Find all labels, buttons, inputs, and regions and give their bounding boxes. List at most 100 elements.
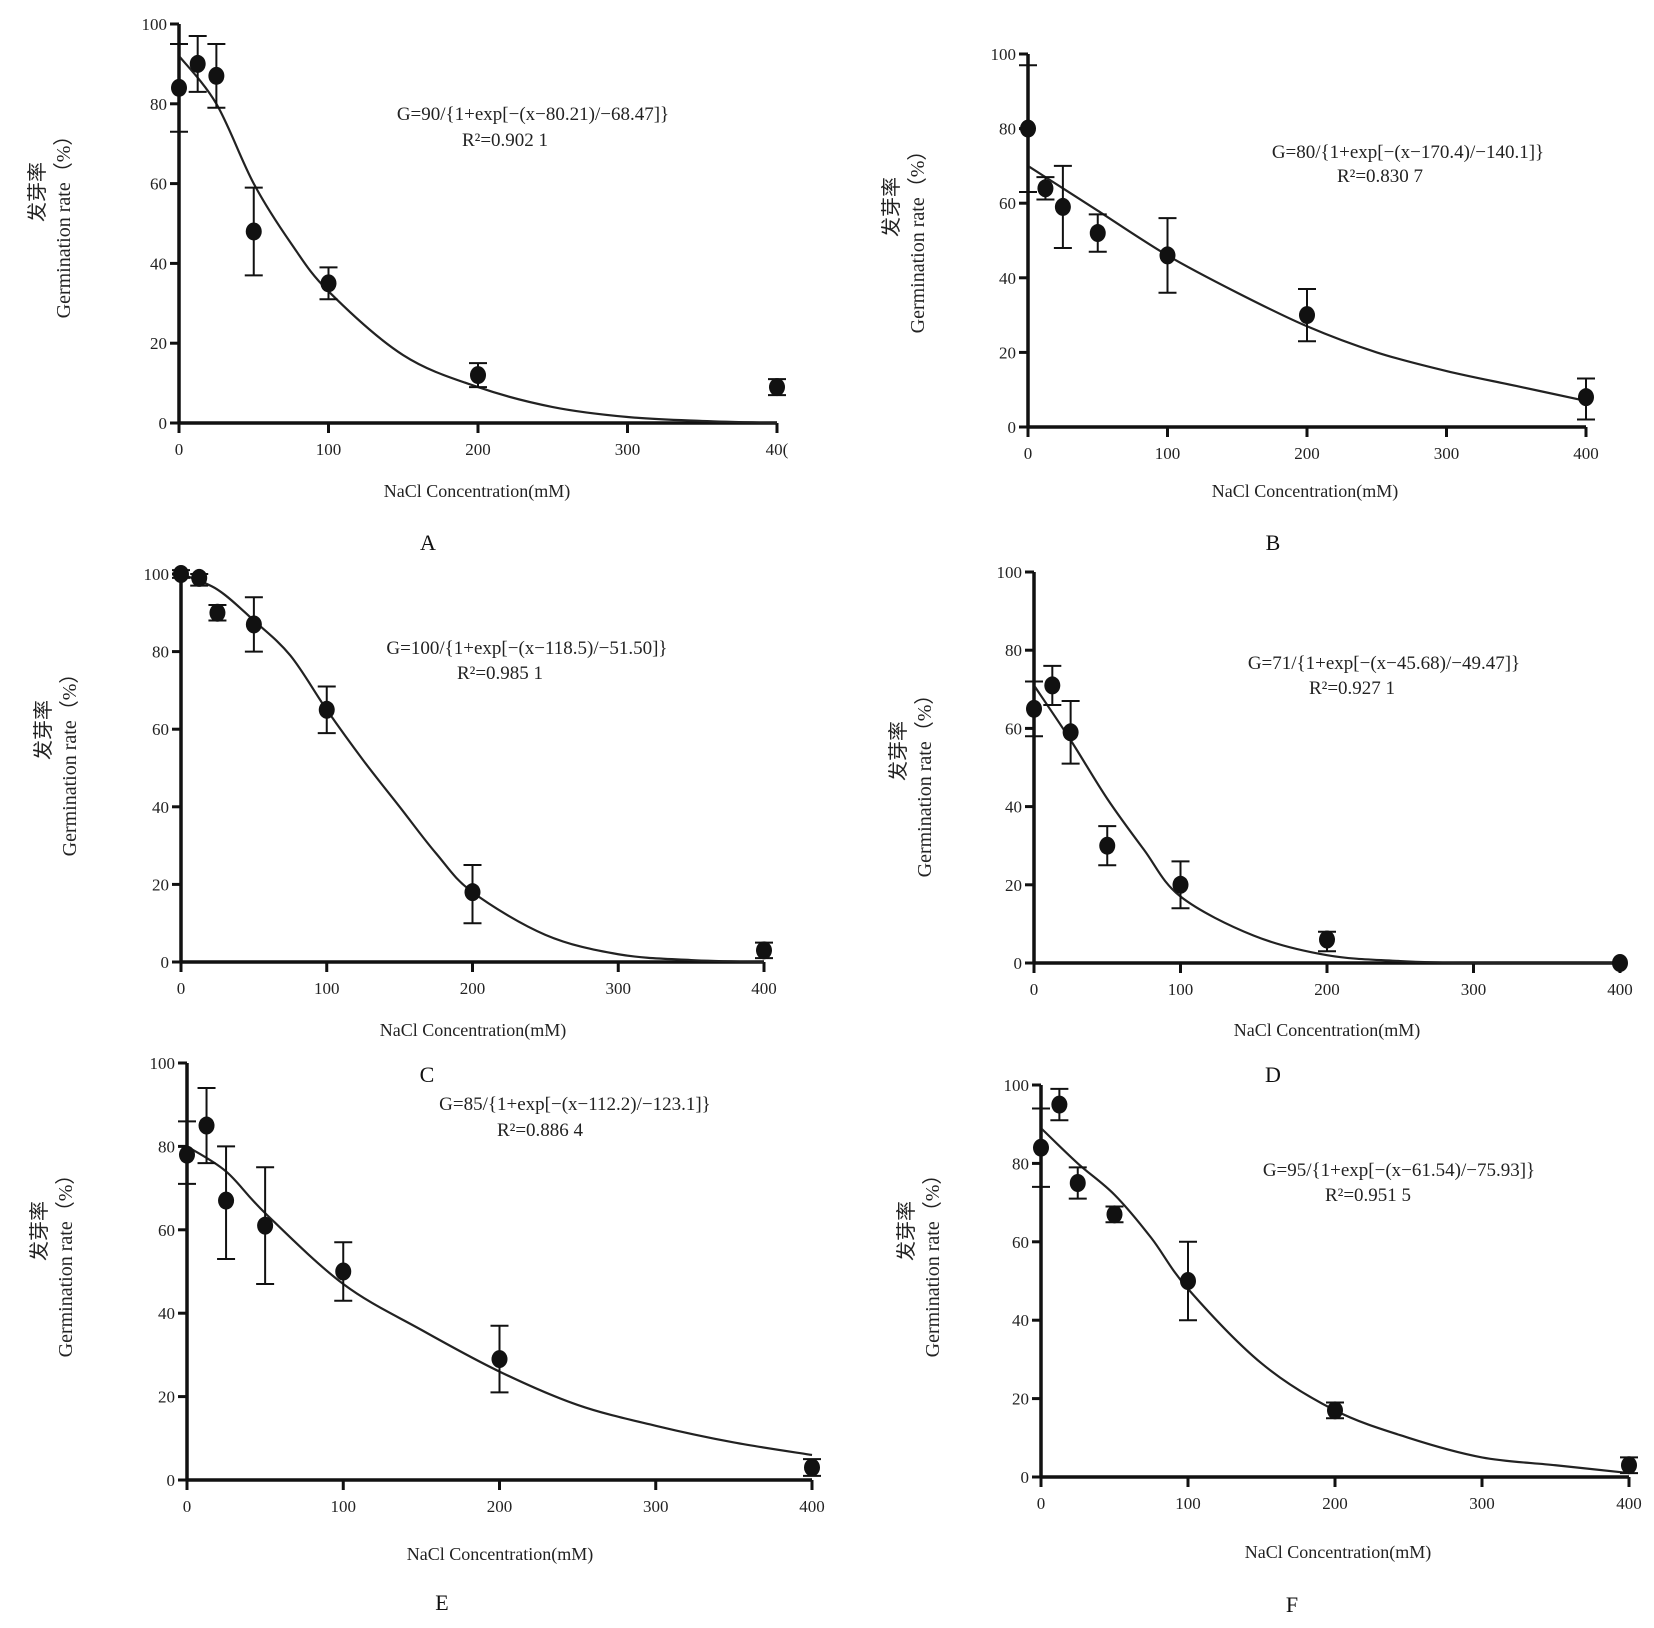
data-point [1051, 1095, 1068, 1114]
data-point [218, 1191, 235, 1210]
data-point [1020, 119, 1036, 138]
y-tick-label: 40 [1005, 798, 1022, 817]
x-tick-label: 300 [643, 1497, 669, 1516]
y-tick-label: 40 [999, 269, 1016, 288]
panel-label: B [1266, 530, 1281, 555]
data-point [318, 700, 335, 719]
x-tick-label: 0 [175, 440, 184, 459]
panel-a: 0 20 40 60 80 100 0 100 200 300 40(G=90/{1+exp[−(x… [26, 15, 789, 555]
x-tick-label: 0 [1037, 1494, 1046, 1513]
data-point [1612, 954, 1628, 972]
x-tick-label: 300 [615, 440, 641, 459]
y-tick-label: 80 [150, 95, 167, 114]
y-axis-title-en: Germination rate（%） [906, 141, 929, 334]
y-tick-label: 60 [1005, 719, 1022, 738]
y-axis-title-en: Germination rate（%） [913, 685, 936, 878]
data-point [1180, 1272, 1196, 1290]
fit-equation: G=90/{1+exp[−(x−80.21)/−68.47]} [397, 104, 669, 125]
data-point [1026, 699, 1042, 718]
y-tick-label: 80 [152, 643, 169, 662]
y-axis-title-en: Germination rate（%） [58, 664, 81, 857]
fit-curve [178, 55, 778, 425]
x-tick-label: 100 [314, 979, 340, 998]
x-tick-label: 100 [1168, 980, 1194, 999]
y-tick-label: 80 [1005, 641, 1022, 660]
x-axis-title: NaCl Concentration(mM) [1245, 1542, 1431, 1563]
data-point [804, 1458, 820, 1477]
data-point [756, 941, 772, 960]
y-tick-label: 0 [1021, 1468, 1030, 1487]
x-tick-label: 100 [1155, 444, 1181, 463]
fit-equation: G=71/{1+exp[−(x−45.68)/−49.47]} [1248, 653, 1520, 674]
y-tick-label: 100 [142, 15, 168, 34]
x-tick-label: 0 [177, 979, 186, 998]
y-tick-label: 60 [150, 175, 167, 194]
x-tick-label: 300 [1461, 980, 1487, 999]
data-point [1069, 1174, 1086, 1192]
data-point [191, 568, 208, 587]
y-axis-title-zh: 发芽率 [880, 177, 903, 237]
x-tick-label: 400 [1607, 980, 1633, 999]
x-tick-label: 100 [331, 1497, 357, 1516]
fit-equation: G=100/{1+exp[−(x−118.5)/−51.50]} [386, 638, 667, 659]
x-tick-label: 400 [1573, 444, 1599, 463]
y-axis-title-zh: 发芽率 [887, 721, 910, 781]
x-tick-label: 200 [1314, 980, 1340, 999]
x-tick-label: 400 [799, 1497, 825, 1516]
data-point [1099, 836, 1116, 855]
data-point [1159, 246, 1176, 265]
panel-f: 0 20 40 60 80 100 0 100 200 300 400 G=95/{1+exp[−(x… [895, 1076, 1642, 1617]
y-tick-label: 100 [991, 45, 1017, 64]
x-tick-label: 200 [465, 440, 491, 459]
data-point [1037, 179, 1054, 198]
x-tick-label: 300 [1469, 1494, 1495, 1513]
y-tick-label: 0 [167, 1471, 176, 1490]
data-point [198, 1116, 215, 1135]
y-tick-label: 60 [152, 720, 169, 739]
y-tick-label: 80 [158, 1137, 175, 1156]
panel-d: 0 20 40 60 80 100 0 100 200 300 400 G=71/{1+exp[−(x… [887, 563, 1633, 1087]
x-tick-label: 100 [1175, 1494, 1201, 1513]
x-axis-title: NaCl Concentration(mM) [1212, 481, 1398, 502]
data-point [769, 378, 785, 397]
data-point [257, 1216, 274, 1235]
x-tick-label: 0 [183, 1497, 192, 1516]
x-tick-label: 400 [751, 979, 777, 998]
data-point [208, 66, 225, 85]
data-point [1299, 306, 1315, 325]
data-point [1172, 875, 1189, 894]
data-point [1033, 1138, 1049, 1157]
y-tick-label: 80 [999, 120, 1016, 139]
y-tick-label: 0 [1014, 954, 1023, 973]
y-axis-title-zh: 发芽率 [26, 162, 49, 222]
x-tick-label: 200 [460, 979, 486, 998]
y-tick-label: 40 [150, 254, 167, 273]
r-squared: R²=0.927 1 [1309, 678, 1395, 699]
fit-curve [1040, 1127, 1630, 1475]
data-point [1062, 723, 1079, 742]
data-point [1621, 1456, 1637, 1475]
y-tick-label: 40 [152, 798, 169, 817]
data-point [1089, 224, 1106, 243]
r-squared: R²=0.830 7 [1337, 166, 1423, 187]
y-axis-title-en: Germination rate（%） [54, 1165, 77, 1358]
data-point [491, 1350, 508, 1369]
fit-curve [186, 1145, 813, 1457]
y-tick-label: 60 [158, 1221, 175, 1240]
x-tick-label: 200 [1322, 1494, 1348, 1513]
y-tick-label: 0 [161, 953, 170, 972]
panel-label: A [420, 530, 436, 555]
x-tick-label: 300 [606, 979, 632, 998]
panel-label: F [1286, 1592, 1298, 1617]
fit-equation: G=85/{1+exp[−(x−112.2)/−123.1]} [439, 1094, 711, 1115]
r-squared: R²=0.902 1 [462, 130, 548, 151]
y-tick-label: 0 [159, 414, 168, 433]
y-tick-label: 60 [1012, 1233, 1029, 1252]
x-axis-title: NaCl Concentration(mM) [1234, 1020, 1420, 1041]
y-tick-label: 20 [1012, 1390, 1029, 1409]
y-tick-label: 40 [158, 1304, 175, 1323]
x-tick-label: 0 [1030, 980, 1039, 999]
data-point [1044, 676, 1061, 695]
fit-equation: G=80/{1+exp[−(x−170.4)/−140.1]} [1272, 142, 1544, 163]
